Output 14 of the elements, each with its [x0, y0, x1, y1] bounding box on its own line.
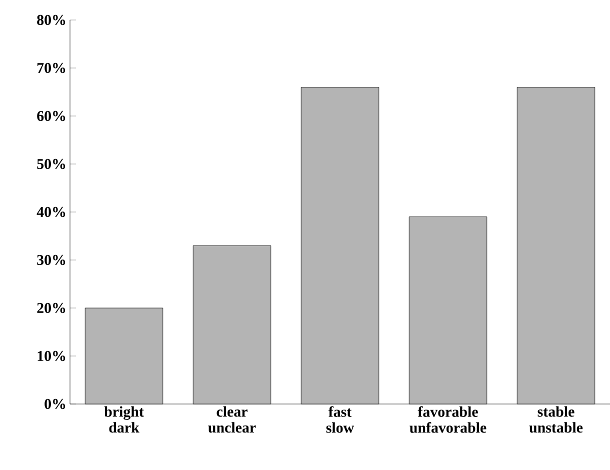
y-tick-label: 60% — [37, 110, 66, 122]
x-tick-label: favorable unfavorable — [410, 406, 486, 433]
y-tick-label: 40% — [36, 206, 66, 218]
y-tick-label: 10% — [38, 350, 66, 362]
x-tick-label: stable unstable — [529, 406, 583, 433]
y-tick-label: 80% — [37, 14, 66, 26]
y-tick-label: 30% — [37, 254, 66, 266]
y-tick-label: 0% — [44, 398, 66, 410]
y-tick-label: 50% — [37, 158, 66, 170]
y-tick-label: 20% — [37, 302, 66, 314]
y-tick-label: 70% — [37, 62, 66, 74]
x-tick-label: fast slow — [326, 406, 354, 433]
x-tick-label: bright dark — [104, 406, 144, 433]
x-tick-label: clear unclear — [208, 406, 256, 433]
